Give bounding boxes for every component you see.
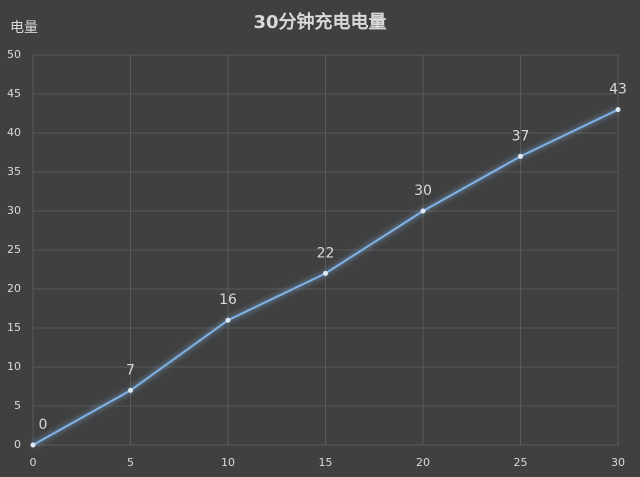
y-tick-label: 10 [7, 360, 21, 373]
x-tick-label: 30 [611, 456, 625, 469]
data-point [323, 270, 328, 276]
data-point [518, 153, 523, 159]
y-tick-label: 40 [7, 126, 21, 139]
data-label: 22 [317, 245, 335, 261]
data-point [30, 442, 36, 448]
x-tick-label: 15 [319, 456, 333, 469]
y-tick-label: 50 [7, 48, 21, 61]
data-point [128, 387, 133, 393]
data-label: 7 [126, 362, 135, 378]
y-tick-label: 45 [7, 87, 21, 100]
data-point [615, 107, 621, 113]
x-tick-label: 25 [514, 456, 528, 469]
data-label: 43 [609, 82, 627, 98]
chart-title: 30分钟充电电量 [253, 11, 386, 33]
data-label: 37 [512, 128, 530, 144]
data-point [420, 208, 426, 214]
x-tick-label: 5 [127, 456, 134, 469]
data-label: 16 [219, 292, 237, 308]
data-label: 30 [414, 183, 432, 199]
data-point [225, 317, 231, 323]
y-tick-label: 0 [14, 438, 21, 451]
y-tick-label: 5 [14, 399, 21, 412]
y-tick-label: 15 [7, 321, 21, 334]
y-tick-label: 20 [7, 282, 21, 295]
y-tick-label: 30 [7, 204, 21, 217]
y-axis-label: 电量 [10, 20, 38, 36]
x-tick-label: 0 [30, 456, 37, 469]
x-tick-label: 10 [221, 456, 235, 469]
y-tick-label: 25 [7, 243, 21, 256]
y-tick-label: 35 [7, 165, 21, 178]
x-tick-label: 20 [416, 456, 430, 469]
data-label: 0 [39, 417, 48, 433]
